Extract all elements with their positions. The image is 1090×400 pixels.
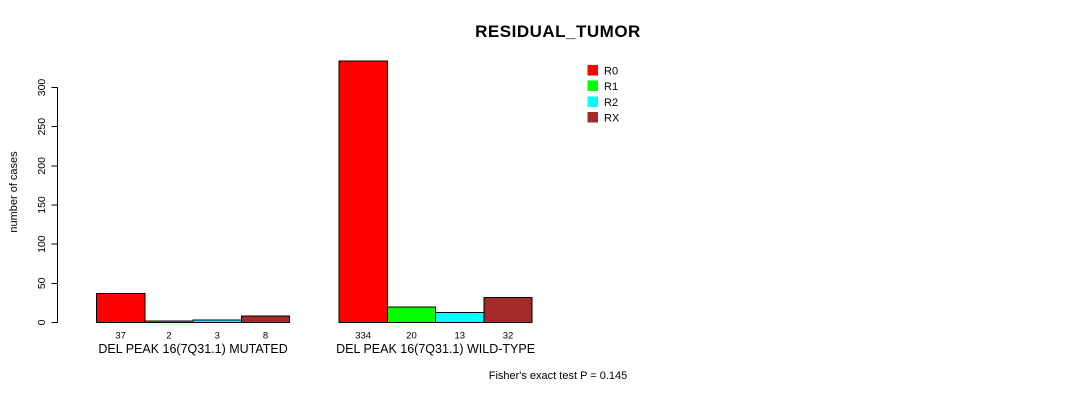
- legend-label-r2: R2: [604, 97, 618, 109]
- bar-r0-wild-type: [338, 60, 388, 323]
- chart-title: RESIDUAL_TUMOR: [475, 22, 641, 41]
- bar-value-label-rx-mutated: 8: [263, 331, 268, 342]
- legend-label-r1: R1: [604, 81, 618, 93]
- y-tick-label: 50: [36, 277, 48, 289]
- legend-swatch-rx: [587, 112, 598, 123]
- bar-value-label-r2-mutated: 3: [215, 331, 220, 342]
- bar-value-label-r0-mutated: 37: [115, 331, 126, 342]
- bar-value-label-r0-wild-type: 334: [355, 331, 371, 342]
- bar-value-label-r1-mutated: 2: [166, 331, 171, 342]
- bar-r1-mutated: [144, 320, 194, 323]
- bar-rx-mutated: [240, 315, 291, 324]
- y-tick-label: 200: [36, 157, 48, 175]
- legend-swatch-r2: [587, 96, 598, 107]
- y-axis-title: number of cases: [8, 151, 20, 233]
- bar-r1-wild-type: [386, 306, 437, 324]
- bar-value-label-r2-wild-type: 13: [454, 331, 465, 342]
- y-tick-label: 150: [36, 196, 48, 214]
- y-tick-label: 100: [36, 235, 48, 253]
- y-tick-label: 0: [36, 319, 48, 325]
- y-tick-label: 300: [36, 79, 48, 97]
- legend-swatch-r1: [587, 80, 598, 92]
- y-axis: 0 50 100 150 200 250 300: [36, 79, 58, 325]
- bar-rx-wild-type: [483, 296, 533, 323]
- bar-r2-mutated: [192, 319, 242, 323]
- y-tick-label: 250: [36, 118, 48, 136]
- bar-value-label-rx-wild-type: 32: [503, 331, 514, 342]
- legend-label-rx: RX: [604, 113, 620, 125]
- legend-swatch-r0: [587, 65, 598, 76]
- category-label-mutated: DEL PEAK 16(7Q31.1) MUTATED: [98, 342, 287, 356]
- bar-r0-mutated: [96, 293, 146, 323]
- category-label-wild-type: DEL PEAK 16(7Q31.1) WILD-TYPE: [336, 342, 535, 356]
- bar-value-label-r1-wild-type: 20: [406, 331, 417, 342]
- fisher-test-annotation: Fisher's exact test P = 0.145: [489, 370, 628, 382]
- bar-r2-wild-type: [435, 311, 485, 324]
- legend: R0 R1 R2 RX: [587, 65, 620, 125]
- legend-label-r0: R0: [604, 66, 618, 78]
